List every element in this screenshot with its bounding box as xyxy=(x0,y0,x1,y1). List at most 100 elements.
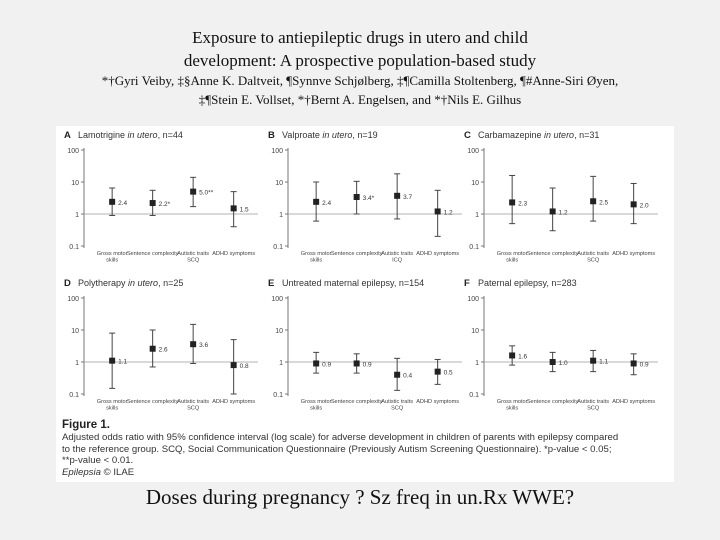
panel-title-part: , n=44 xyxy=(158,130,183,140)
panel-title-b: Valproate in utero, n=19 xyxy=(282,130,378,140)
odds-ratio-point-d xyxy=(230,362,237,369)
value-label-b: 3.4* xyxy=(363,195,375,202)
value-label-e: 0.5 xyxy=(444,370,453,377)
value-label-a: 1.5 xyxy=(240,206,249,213)
panel-title-part: , n=25 xyxy=(158,278,183,288)
caption-line-1: Adjusted odds ratio with 95% confidence … xyxy=(62,432,619,443)
author-list-line-1: *†Gyri Veiby, ‡§Anne K. Daltveit, ¶Synnv… xyxy=(101,73,619,88)
panel-letter-f: F xyxy=(464,278,470,289)
category-label-b: ICQ xyxy=(392,258,403,264)
category-label-f: ADHD symptoms xyxy=(612,399,655,405)
odds-ratio-point-b xyxy=(353,193,360,200)
category-label-d: Autistic traits xyxy=(177,399,209,405)
value-label-d: 2.6 xyxy=(159,347,168,354)
category-label-c: SCQ xyxy=(587,258,600,264)
author-list-line-2: ‡¶Stein E. Vollset, *†Bernt A. Engelsen,… xyxy=(198,92,522,107)
copyright-text: © ILAE xyxy=(100,466,135,478)
odds-ratio-point-e xyxy=(313,360,320,367)
y-tick-label-d: 10 xyxy=(71,328,79,335)
panel-title-a: Lamotrigine in utero, n=44 xyxy=(78,130,183,140)
panel-letter-e: E xyxy=(268,278,274,289)
category-label-f: skills xyxy=(506,406,518,412)
y-tick-label-d: 0.1 xyxy=(69,392,79,399)
category-label-d: skills xyxy=(106,406,118,412)
category-label-d: Sentence complexity xyxy=(127,399,179,405)
panel-letter-c: C xyxy=(464,130,471,141)
y-tick-label-c: 0.1 xyxy=(469,244,479,251)
category-label-e: Gross motor xyxy=(301,399,332,405)
category-label-e: SCQ xyxy=(391,406,404,412)
y-tick-label-a: 100 xyxy=(67,148,79,155)
odds-ratio-point-f xyxy=(509,352,516,359)
value-label-b: 3.7 xyxy=(403,194,412,201)
slide-title-line-2: development: A prospective population-ba… xyxy=(183,51,537,70)
category-label-c: Autistic traits xyxy=(577,251,609,257)
y-tick-label-b: 1 xyxy=(279,212,283,219)
category-label-c: ADHD symptoms xyxy=(612,251,655,257)
panel-title-part: Carbamazepine xyxy=(478,130,544,140)
caption-line-3: **p-value < 0.01. xyxy=(62,455,134,467)
y-tick-label-e: 0.1 xyxy=(273,392,283,399)
value-label-f: 1.0 xyxy=(559,360,568,367)
odds-ratio-point-b xyxy=(434,208,441,215)
value-label-f: 0.9 xyxy=(640,361,649,368)
value-label-c: 1.2 xyxy=(559,209,568,216)
category-label-d: Gross motor xyxy=(97,399,128,405)
y-tick-label-f: 100 xyxy=(467,296,479,303)
odds-ratio-point-f xyxy=(630,360,637,367)
category-label-a: SCQ xyxy=(187,258,200,264)
slide-title: Exposure to antiepileptic drugs in utero… xyxy=(0,26,720,72)
y-tick-label-a: 10 xyxy=(71,180,79,187)
category-label-b: skills xyxy=(310,258,322,264)
category-label-f: SCQ xyxy=(587,406,600,412)
category-label-e: Autistic traits xyxy=(381,399,413,405)
y-tick-label-c: 10 xyxy=(471,180,479,187)
odds-ratio-point-c xyxy=(630,201,637,208)
panel-title-part: Polytherapy xyxy=(78,278,128,288)
odds-ratio-point-c xyxy=(549,208,556,215)
y-tick-label-a: 0.1 xyxy=(69,244,79,251)
odds-ratio-point-c xyxy=(509,199,516,206)
odds-ratio-point-f xyxy=(549,359,556,365)
category-label-b: Sentence complexity xyxy=(331,251,383,257)
panel-title-f: Paternal epilepsy, n=283 xyxy=(478,278,577,288)
y-tick-label-e: 1 xyxy=(279,360,283,367)
y-tick-label-c: 100 xyxy=(467,148,479,155)
odds-ratio-point-a xyxy=(230,205,237,212)
value-label-a: 5.0** xyxy=(199,190,214,197)
category-label-a: Autistic traits xyxy=(177,251,209,257)
odds-ratio-point-a xyxy=(149,200,156,207)
odds-ratio-point-d xyxy=(149,345,156,352)
value-label-e: 0.9 xyxy=(363,361,372,368)
caption-credit: Epilepsia © ILAE xyxy=(62,467,670,479)
odds-ratio-point-d xyxy=(190,341,197,348)
category-label-f: Gross motor xyxy=(497,399,528,405)
value-label-b: 2.4 xyxy=(322,200,331,207)
value-label-e: 0.4 xyxy=(403,373,412,380)
panel-title-c: Carbamazepine in utero, n=31 xyxy=(478,130,599,140)
odds-ratio-point-e xyxy=(434,368,441,375)
odds-ratio-point-a xyxy=(190,188,197,195)
figure-panel: A Lamotrigine in utero, n=44 100 10 1 0.1 2.4 G… xyxy=(56,126,674,482)
y-tick-label-c: 1 xyxy=(475,212,479,219)
category-label-a: Gross motor xyxy=(97,251,128,257)
y-tick-label-d: 100 xyxy=(67,296,79,303)
y-tick-label-b: 10 xyxy=(275,180,283,187)
y-tick-label-a: 1 xyxy=(75,212,79,219)
y-tick-label-f: 10 xyxy=(471,328,479,335)
category-label-a: skills xyxy=(106,258,118,264)
value-label-c: 2.0 xyxy=(640,202,649,209)
journal-name: Epilepsia xyxy=(62,466,101,478)
category-label-c: Gross motor xyxy=(497,251,528,257)
panel-title-part: Valproate xyxy=(282,130,322,140)
value-label-d: 1.1 xyxy=(118,359,127,366)
category-label-d: SCQ xyxy=(187,406,200,412)
odds-ratio-point-c xyxy=(590,198,597,205)
category-label-e: ADHD symptoms xyxy=(416,399,459,405)
panel-letter-a: A xyxy=(64,130,71,141)
panel-title-part: Lamotrigine xyxy=(78,130,128,140)
category-label-a: ADHD symptoms xyxy=(212,251,255,257)
panel-title-e: Untreated maternal epilepsy, n=154 xyxy=(282,278,424,288)
category-label-c: Sentence complexity xyxy=(527,251,579,257)
panel-title-part: Paternal epilepsy, n=283 xyxy=(478,278,577,288)
